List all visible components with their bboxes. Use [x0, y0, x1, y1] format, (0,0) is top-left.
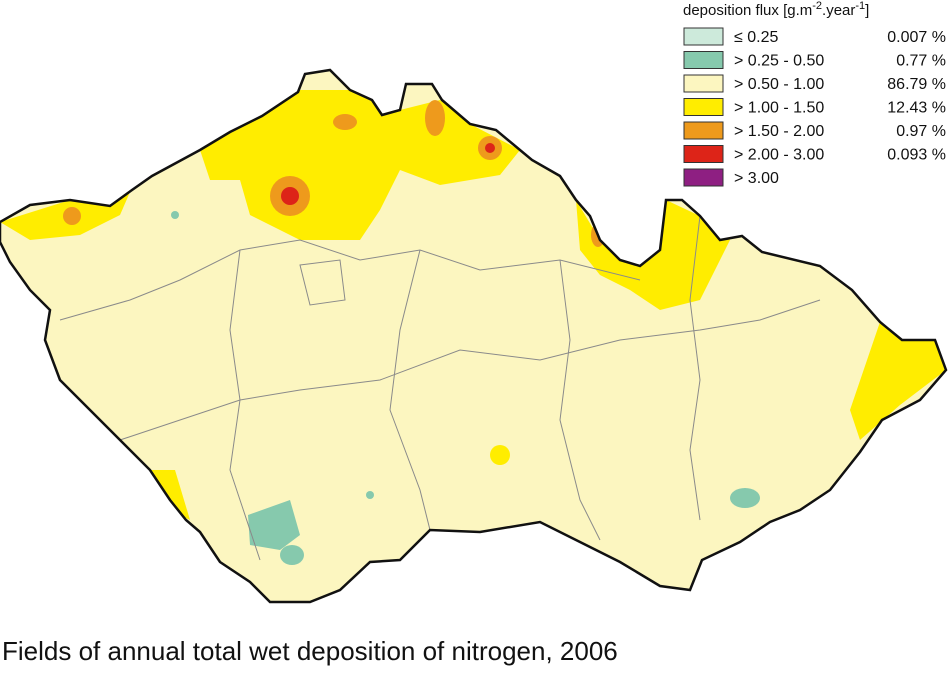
legend-share: 0.77 %: [896, 53, 946, 70]
legend-label: > 2.00 - 3.00: [734, 147, 824, 164]
legend-title-part: ]: [865, 2, 869, 19]
legend-label: > 3.00: [734, 170, 779, 187]
legend-title-part: deposition flux [g.m: [683, 2, 812, 19]
legend-title: deposition flux [g.m-2.year-1]: [683, 0, 869, 19]
legend-label: > 0.50 - 1.00: [734, 76, 824, 93]
legend: ≤ 0.25 0.007 % > 0.25 - 0.50 0.77 % > 0.50 -…: [683, 27, 946, 187]
legend-label: > 0.25 - 0.50: [734, 53, 824, 70]
legend-swatch: [683, 27, 724, 46]
legend-label: ≤ 0.25: [734, 29, 778, 46]
legend-share: 0.97 %: [896, 123, 946, 140]
caption: Fields of annual total wet deposition of…: [2, 636, 618, 666]
legend-swatch: [683, 168, 724, 187]
legend-swatch: [683, 51, 724, 69]
legend-title-part: .year: [822, 2, 855, 19]
legend-title-superscript: -1: [855, 0, 865, 12]
legend-title-superscript: -2: [812, 0, 822, 12]
legend-share: 0.093 %: [887, 147, 946, 164]
legend-swatch: [683, 145, 724, 163]
legend-swatch: [683, 98, 724, 116]
legend-share: 12.43 %: [887, 100, 946, 117]
legend-swatch: [683, 74, 724, 93]
legend-share: 0.007 %: [887, 29, 946, 46]
legend-swatch: [683, 121, 724, 140]
legend-share: 86.79 %: [887, 76, 946, 93]
legend-label: > 1.50 - 2.00: [734, 123, 824, 140]
legend-label: > 1.00 - 1.50: [734, 100, 824, 117]
deposition-field: [0, 70, 946, 602]
